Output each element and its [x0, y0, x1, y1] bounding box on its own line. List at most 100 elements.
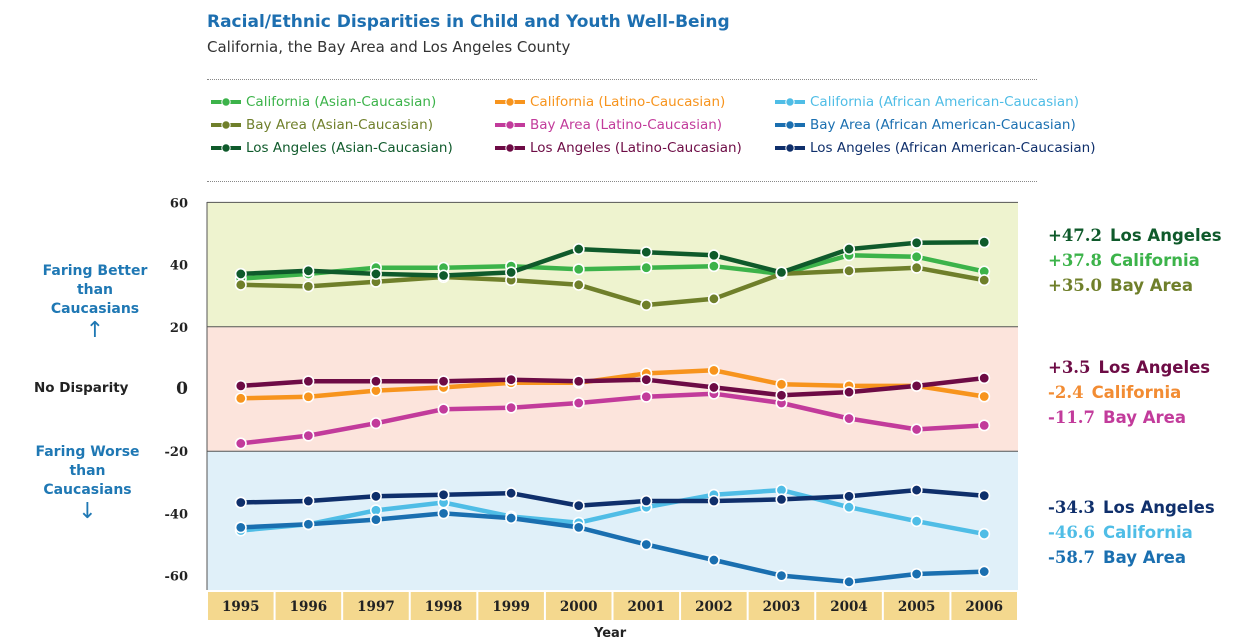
legend-swatch-icon [211, 120, 241, 130]
legend-item: California (African American-Caucasian) [774, 94, 1154, 110]
x-tick-label: 2001 [628, 599, 666, 615]
chart-subtitle: California, the Bay Area and Los Angeles… [207, 38, 571, 56]
annotation-value: +3.5 [1048, 358, 1091, 377]
series-line-7 [238, 375, 987, 398]
x-tick-cell [208, 592, 274, 620]
annotation-value: -11.7 [1048, 408, 1096, 427]
x-tick-label: 1997 [357, 599, 395, 615]
data-point-4 [234, 437, 247, 450]
data-point-5 [369, 513, 382, 526]
end-annotation: +47.2 Los Angeles [1048, 226, 1222, 245]
annotation-region: Los Angeles [1103, 498, 1215, 517]
annotation-region: Los Angeles [1098, 358, 1211, 377]
legend-swatch-icon [495, 120, 525, 130]
data-point-4 [369, 417, 382, 430]
legend-item: Los Angeles (African American-Caucasian) [774, 140, 1154, 156]
data-point-1 [234, 392, 247, 405]
data-point-5 [978, 565, 991, 578]
data-point-4 [302, 429, 315, 442]
data-point-6 [910, 236, 923, 249]
data-point-3 [978, 274, 991, 287]
legend-item: California (Latino-Caucasian) [494, 94, 774, 110]
end-annotation: -11.7 Bay Area [1048, 408, 1186, 427]
x-tick-cell [951, 592, 1017, 620]
data-point-3 [910, 261, 923, 274]
data-point-7 [775, 389, 788, 402]
data-point-7 [369, 375, 382, 388]
legend-swatch-icon [211, 97, 241, 107]
legend-item: Bay Area (Latino-Caucasian) [494, 117, 774, 133]
data-point-5 [910, 568, 923, 581]
x-tick-cell [410, 592, 477, 620]
x-tick-label: 2002 [695, 599, 733, 615]
legend-label: California (African American-Caucasian) [810, 94, 1079, 110]
legend-swatch-icon [495, 97, 525, 107]
data-point-5 [775, 569, 788, 582]
series-line-1 [238, 368, 987, 401]
data-point-4 [843, 412, 856, 425]
x-tick-cell [613, 592, 680, 620]
data-point-8 [910, 484, 923, 497]
y-tick-label: 40 [170, 259, 188, 274]
legend-swatch-icon [211, 143, 241, 153]
data-point-3 [302, 280, 315, 293]
data-point-6 [369, 267, 382, 280]
data-point-3 [640, 299, 653, 312]
legend-swatch-icon [775, 97, 805, 107]
x-tick-label: 1999 [492, 599, 530, 615]
data-point-7 [640, 373, 653, 386]
series-line-3 [238, 265, 987, 308]
data-point-7 [978, 372, 991, 385]
legend-label: Bay Area (Latino-Caucasian) [530, 117, 723, 133]
end-annotation: -2.4 California [1048, 383, 1181, 402]
data-point-8 [978, 489, 991, 502]
x-tick-label: 2006 [965, 599, 1003, 615]
data-point-7 [910, 379, 923, 392]
faring-worse-text: Faring Worse than Caucasians [35, 444, 140, 498]
x-axis-label: Year [594, 626, 627, 641]
data-point-8 [302, 494, 315, 507]
data-point-5 [505, 512, 518, 525]
data-point-4 [910, 423, 923, 436]
data-point-5 [707, 554, 720, 567]
x-tick-label: 1995 [222, 599, 260, 615]
data-point-8 [369, 490, 382, 503]
x-tick-cell [275, 592, 342, 620]
down-arrow-icon: ↓ [78, 499, 97, 524]
data-point-0 [572, 263, 585, 276]
annotation-value: -58.7 [1048, 548, 1096, 567]
chart-title: Racial/Ethnic Disparities in Child and Y… [207, 12, 730, 32]
no-disparity-label: No Disparity [34, 380, 129, 396]
legend-label: Los Angeles (African American-Caucasian) [810, 140, 1096, 156]
data-point-6 [437, 269, 450, 282]
y-tick-label: 0 [176, 379, 188, 399]
data-point-5 [234, 521, 247, 534]
data-point-5 [302, 518, 315, 531]
y-tick-label: 60 [170, 196, 188, 211]
data-point-1 [302, 390, 315, 403]
annotation-value: +47.2 [1048, 226, 1103, 245]
data-point-7 [234, 379, 247, 392]
data-point-7 [572, 375, 585, 388]
legend-item: California (Asian-Caucasian) [210, 94, 494, 110]
data-point-5 [437, 507, 450, 520]
data-point-3 [234, 278, 247, 291]
legend-item: Bay Area (African American-Caucasian) [774, 117, 1154, 133]
annotation-region: Bay Area [1103, 548, 1186, 567]
x-tick-cell [883, 592, 950, 620]
legend-label: Los Angeles (Asian-Caucasian) [246, 140, 453, 156]
data-point-0 [910, 250, 923, 263]
data-point-1 [707, 364, 720, 377]
end-annotation: +3.5 Los Angeles [1048, 358, 1210, 377]
x-tick-label: 2004 [830, 599, 868, 615]
x-tick-label: 2000 [560, 599, 598, 615]
legend-swatch-icon [775, 143, 805, 153]
up-arrow-icon: ↑ [85, 318, 105, 343]
annotation-value: -34.3 [1048, 498, 1096, 517]
series-line-8 [238, 487, 987, 508]
x-tick-cell [343, 592, 409, 620]
y-tick-label: -20 [165, 445, 189, 460]
data-point-0 [640, 261, 653, 274]
legend-label: Los Angeles (Latino-Caucasian) [530, 140, 742, 156]
